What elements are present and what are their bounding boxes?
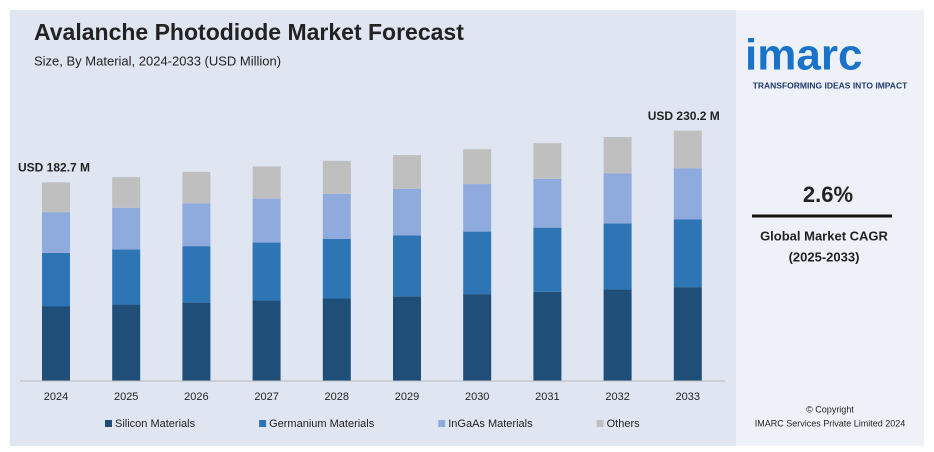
bar-segment: [533, 227, 562, 292]
bar-segment: [112, 207, 141, 250]
bar-segment: [673, 219, 702, 288]
bar-segment: [533, 291, 562, 381]
bar-segment: [182, 171, 211, 204]
bar-segment: [603, 223, 632, 290]
bar-segment: [393, 235, 421, 297]
cagr-period: (2025-2033): [789, 249, 860, 264]
bar-segment: [463, 294, 492, 381]
x-tick-label: 2033: [676, 391, 700, 403]
company: IMARC Services Private Limited 2024: [755, 418, 906, 428]
bar-segment: [673, 287, 702, 381]
bar-segment: [463, 184, 492, 232]
bar-segment: [603, 289, 632, 381]
x-tick-label: 2027: [254, 391, 278, 403]
annotation: USD 182.7 M: [18, 160, 90, 174]
bar-segment: [112, 249, 141, 305]
bar-segment: [603, 136, 632, 174]
bar-segment: [673, 168, 702, 220]
legend-label: Germanium Materials: [269, 418, 375, 430]
legend-swatch: [438, 420, 446, 427]
copyright: © Copyright: [806, 404, 854, 414]
x-tick-label: 2030: [465, 391, 489, 403]
tagline: TRANSFORMING IDEAS INTO IMPACT: [753, 80, 908, 90]
cagr-label: Global Market CAGR: [760, 228, 888, 243]
bar-segment: [112, 177, 141, 208]
bar-segment: [533, 143, 562, 179]
bar-segment: [182, 203, 211, 247]
bar-segment: [393, 155, 421, 189]
bar-segment: [252, 198, 281, 243]
bar-segment: [252, 300, 281, 381]
x-tick-label: 2029: [395, 391, 419, 403]
bar-segment: [533, 178, 562, 228]
logo: imarc: [745, 31, 862, 80]
bar-segment: [252, 166, 281, 199]
bar-segment: [112, 304, 141, 381]
bar-segment: [252, 242, 281, 301]
x-tick-label: 2024: [44, 391, 68, 403]
annotation: USD 230.2 M: [648, 109, 720, 123]
x-tick-label: 2031: [535, 391, 559, 403]
chart-title: Avalanche Photodiode Market Forecast: [34, 19, 464, 45]
x-tick-label: 2028: [325, 391, 349, 403]
bar-segment: [182, 246, 211, 303]
bar-segment: [393, 188, 421, 236]
bar-segment: [322, 160, 351, 194]
bar-segment: [393, 296, 421, 381]
bar-segment: [322, 193, 351, 239]
x-tick-label: 2032: [605, 391, 629, 403]
legend-label: InGaAs Materials: [448, 418, 533, 430]
x-tick-label: 2025: [114, 391, 138, 403]
cagr-value: 2.6%: [803, 182, 853, 207]
bar-segment: [182, 302, 211, 381]
bar-segment: [42, 306, 70, 381]
bar-segment: [42, 212, 70, 253]
legend-swatch: [259, 420, 267, 427]
side-panel: [736, 10, 924, 446]
bar-segment: [463, 149, 492, 185]
bar-segment: [322, 298, 351, 381]
bar-segment: [463, 231, 492, 295]
legend-label: Others: [607, 418, 641, 430]
bar-segment: [673, 130, 702, 169]
legend-swatch: [596, 420, 604, 427]
bar-segment: [322, 238, 351, 299]
bar-segment: [42, 182, 70, 213]
x-tick-label: 2026: [184, 391, 208, 403]
bar-segment: [42, 252, 70, 307]
legend-swatch: [105, 420, 112, 427]
legend-label: Silicon Materials: [115, 418, 196, 430]
bar-segment: [603, 173, 632, 224]
chart-subtitle: Size, By Material, 2024-2033 (USD Millio…: [34, 53, 281, 68]
